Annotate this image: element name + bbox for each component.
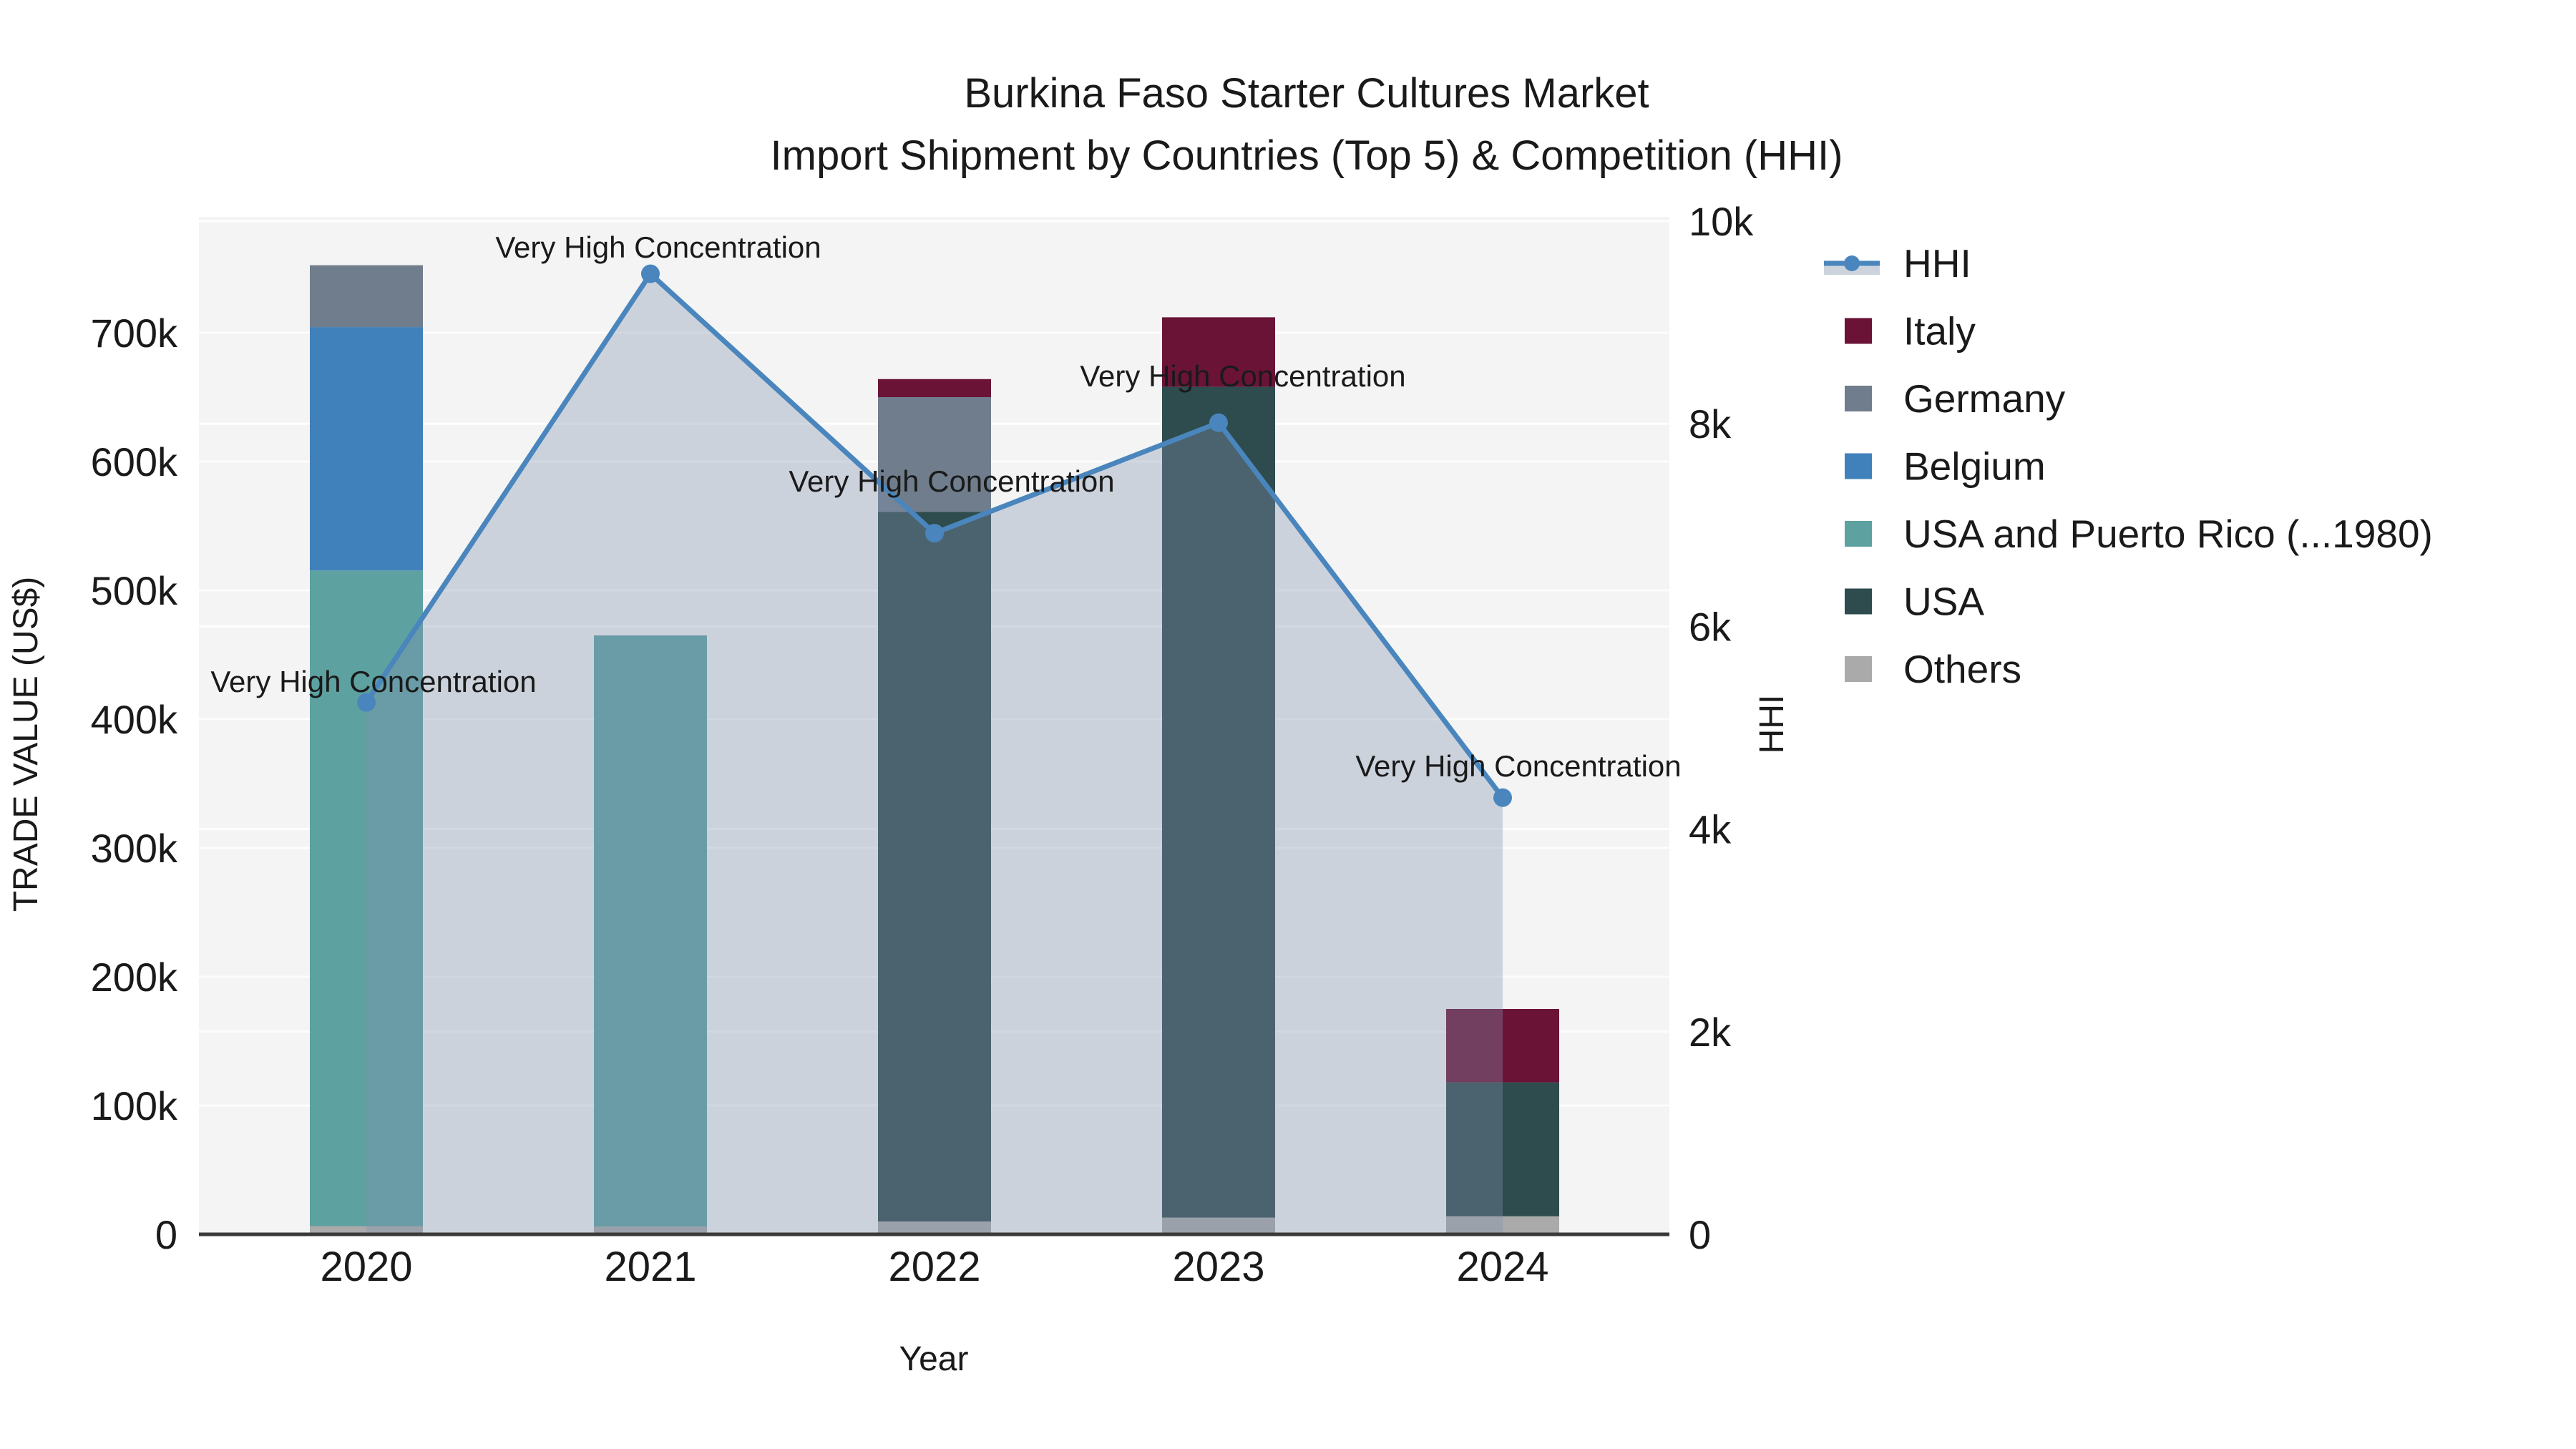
chart-subtitle: Import Shipment by Countries (Top 5) & C… [771, 132, 1843, 179]
bar-segment-germany-2022[interactable] [878, 397, 991, 512]
bar-segment-others-2022[interactable] [878, 1221, 991, 1234]
annotation-2021: Very High Concentration [495, 230, 821, 264]
legend-hhi-marker-swatch [1844, 255, 1860, 271]
x-axis-title: Year [899, 1340, 969, 1378]
x-tick-2021: 2021 [604, 1244, 696, 1290]
y-left-tick-0: 0 [155, 1212, 177, 1257]
legend-item-others[interactable]: Others [1845, 647, 2021, 691]
y-right-tick-6k: 6k [1689, 604, 1732, 649]
x-tick-2024: 2024 [1456, 1244, 1548, 1290]
bar-segment-others-2023[interactable] [1162, 1217, 1275, 1234]
bar-segment-usa-2023[interactable] [1162, 386, 1275, 1218]
y-left-tick-200k: 200k [91, 955, 178, 1000]
legend-label-usa: USA [1903, 580, 1984, 624]
bar-segment-usa-and-puerto-rico-1980-2021[interactable] [594, 635, 707, 1227]
legend-item-italy[interactable]: Italy [1845, 309, 1976, 353]
legend-swatch-usa [1845, 588, 1872, 615]
legend-label-hhi: HHI [1903, 241, 1971, 286]
chart-title: Burkina Faso Starter Cultures Market [964, 70, 1649, 117]
legend-item-belgium[interactable]: Belgium [1845, 444, 2046, 489]
bar-segment-usa-2024[interactable] [1446, 1082, 1559, 1216]
x-tick-2020: 2020 [320, 1244, 412, 1290]
bar-segment-germany-2020[interactable] [310, 265, 423, 328]
bar-segment-others-2020[interactable] [310, 1226, 423, 1234]
legend-label-italy: Italy [1903, 309, 1976, 353]
y-right-tick-10k: 10k [1689, 199, 1754, 244]
hhi-marker-2020[interactable] [357, 693, 376, 712]
hhi-marker-2024[interactable] [1493, 788, 1512, 807]
hhi-marker-2021[interactable] [641, 264, 660, 283]
hhi-marker-2023[interactable] [1209, 413, 1228, 432]
bar-segment-usa-2022[interactable] [878, 512, 991, 1221]
bar-segment-belgium-2020[interactable] [310, 327, 423, 571]
legend-label-others: Others [1903, 647, 2021, 691]
y-left-tick-600k: 600k [91, 439, 178, 484]
legend-label-belgium: Belgium [1903, 444, 2046, 489]
bar-segment-italy-2024[interactable] [1446, 1009, 1559, 1083]
hhi-marker-2022[interactable] [925, 524, 944, 543]
annotation-2023: Very High Concentration [1080, 359, 1405, 393]
legend-swatch-germany [1845, 386, 1872, 411]
legend-label-germany: Germany [1903, 376, 2066, 421]
legend-swatch-italy [1845, 318, 1872, 344]
y-left-tick-300k: 300k [91, 826, 178, 871]
y-axis-left-title: TRADE VALUE (US$) [7, 577, 45, 912]
y-right-tick-4k: 4k [1689, 807, 1732, 852]
legend-item-usa[interactable]: USA [1845, 580, 1984, 624]
x-tick-2022: 2022 [888, 1244, 980, 1290]
hhi-area-fill [366, 273, 1503, 1235]
legend-item-germany[interactable]: Germany [1845, 376, 2066, 421]
legend-label-usa-and-puerto-rico-1980: USA and Puerto Rico (...1980) [1903, 512, 2433, 556]
bar-segment-others-2024[interactable] [1446, 1216, 1559, 1234]
y-left-tick-500k: 500k [91, 568, 178, 613]
legend-swatch-usa-and-puerto-rico-1980 [1845, 521, 1872, 547]
y-left-tick-100k: 100k [91, 1083, 178, 1128]
x-tick-2023: 2023 [1172, 1244, 1264, 1290]
annotation-2022: Very High Concentration [789, 464, 1114, 498]
legend-item-usa-and-puerto-rico-1980[interactable]: USA and Puerto Rico (...1980) [1845, 512, 2433, 556]
annotation-2020: Very High Concentration [210, 665, 536, 698]
y-left-tick-700k: 700k [91, 311, 178, 356]
legend-item-hhi[interactable]: HHI [1824, 241, 1971, 286]
bar-segment-usa-and-puerto-rico-1980-2020[interactable] [310, 570, 423, 1226]
y-right-tick-0: 0 [1689, 1212, 1711, 1257]
y-axis-right-title: HHI [1753, 695, 1791, 754]
legend-swatch-belgium [1845, 453, 1872, 479]
annotation-2024: Very High Concentration [1355, 749, 1681, 783]
bar-segment-italy-2022[interactable] [878, 379, 991, 397]
bar-segment-italy-2023[interactable] [1162, 317, 1275, 387]
bar-segment-others-2021[interactable] [594, 1226, 707, 1234]
legend-swatch-others [1845, 656, 1872, 682]
y-right-tick-8k: 8k [1689, 401, 1732, 447]
y-left-tick-400k: 400k [91, 697, 178, 742]
y-right-tick-2k: 2k [1689, 1010, 1732, 1055]
